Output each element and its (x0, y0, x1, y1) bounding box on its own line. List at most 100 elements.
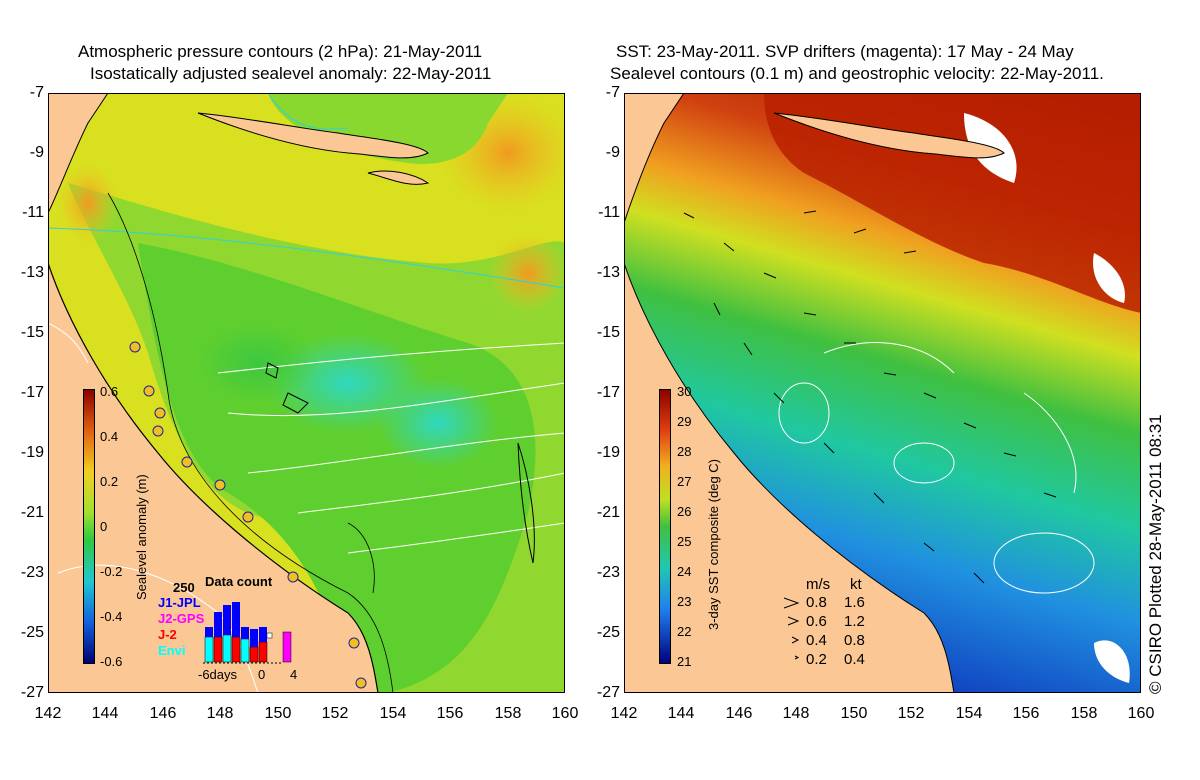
sla-cb-tick: -0.6 (100, 654, 123, 669)
left-y-tick: -25 (20, 624, 44, 641)
right-x-tick: 152 (897, 705, 925, 722)
left-x-tick: 160 (551, 705, 579, 722)
dc-bar (258, 641, 268, 663)
data-count-series-j1: J1-JPL (158, 595, 201, 610)
dc-bar (266, 632, 273, 639)
dc-bar (241, 627, 249, 639)
data-count-histogram (203, 602, 292, 664)
data-count-max: 250 (173, 580, 195, 595)
right-y-tick: -17 (596, 384, 620, 401)
velocity-row-kt: 1.2 (844, 613, 865, 630)
left-x-tick: 142 (34, 705, 62, 722)
sst-cb-tick: 24 (677, 564, 692, 579)
data-count-xlabel-start: -6days (198, 667, 238, 682)
left-x-tick: 144 (91, 705, 119, 722)
sst-map (624, 93, 1141, 693)
sst-cb-tick: 25 (677, 534, 692, 549)
right-y-tick: -19 (596, 444, 620, 461)
right-y-tick: -27 (596, 684, 620, 701)
left-y-tick: -19 (20, 444, 44, 461)
dc-bar (214, 612, 222, 637)
velocity-legend-header-ms: m/s (806, 576, 831, 593)
right-x-tick: 154 (955, 705, 983, 722)
dc-bar (205, 627, 213, 637)
left-y-tick: -27 (20, 684, 44, 701)
dc-bar (213, 636, 223, 663)
velocity-arrow-icon (794, 655, 800, 660)
data-count-xlabel-end: 4 (290, 667, 298, 682)
velocity-arrow-icon (787, 616, 800, 626)
right-x-tick: 142 (610, 705, 638, 722)
left-title-line2: Isostatically adjusted sealevel anomaly:… (90, 64, 492, 83)
left-y-tick: -9 (29, 144, 44, 161)
sst-cb-tick: 22 (677, 624, 692, 639)
left-y-tick: -11 (22, 204, 44, 221)
left-y-tick: -7 (29, 84, 44, 101)
sst-cb-tick: 26 (677, 504, 692, 519)
sst-colorbar-label: 3-day SST composite (deg C) (706, 459, 721, 630)
velocity-arrow-icon (783, 597, 800, 609)
velocity-arrow-icon (791, 636, 800, 644)
right-x-tick: 158 (1070, 705, 1098, 722)
velocity-row-kt: 1.6 (844, 594, 865, 611)
left-y-tick: -13 (20, 264, 44, 281)
left-x-tick: 158 (494, 705, 522, 722)
right-y-tick: -23 (596, 564, 620, 581)
right-title-line2: Sealevel contours (0.1 m) and geostrophi… (610, 64, 1104, 83)
dc-bar (282, 631, 292, 663)
left-x-tick: 148 (206, 705, 234, 722)
velocity-row-ms: 0.6 (806, 613, 827, 630)
dc-bar (223, 605, 231, 635)
sst-cb-tick: 28 (677, 444, 692, 459)
right-title-line1: SST: 23-May-2011. SVP drifters (magenta)… (616, 42, 1074, 61)
left-y-tick: -23 (20, 564, 44, 581)
credit-text: © CSIRO Plotted 28-May-2011 08:31 (1146, 414, 1165, 694)
velocity-row-kt: 0.4 (844, 651, 865, 668)
left-y-tick: -15 (20, 324, 44, 341)
dc-bar (259, 627, 267, 642)
data-count-xlabel-zero: 0 (258, 667, 266, 682)
left-x-tick: 150 (264, 705, 292, 722)
right-x-tick: 146 (725, 705, 753, 722)
right-x-tick: 150 (840, 705, 868, 722)
right-y-tick: -13 (596, 264, 620, 281)
left-x-tick: 154 (379, 705, 407, 722)
sla-cb-tick: 0 (100, 519, 108, 534)
left-x-tick: 156 (436, 705, 464, 722)
right-y-tick: -9 (605, 144, 620, 161)
right-y-tick: -25 (596, 624, 620, 641)
data-count-title: Data count (205, 574, 273, 589)
sla-colorbar (83, 389, 95, 664)
left-y-tick: -21 (20, 504, 44, 521)
sla-cb-tick: 0.6 (100, 384, 119, 399)
sst-cb-tick: 21 (677, 654, 692, 669)
sla-map (48, 93, 565, 693)
data-count-series-j2: J-2 (158, 627, 177, 642)
sla-colorbar-label: Sealevel anomaly (m) (134, 474, 149, 600)
left-x-tick: 152 (321, 705, 349, 722)
left-x-tick: 146 (149, 705, 177, 722)
sla-cb-tick: 0.2 (100, 474, 119, 489)
velocity-row-ms: 0.8 (806, 594, 827, 611)
sst-cb-tick: 23 (677, 594, 692, 609)
right-y-tick: -15 (596, 324, 620, 341)
left-title-line1: Atmospheric pressure contours (2 hPa): 2… (78, 42, 483, 61)
sla-cb-tick: 0.4 (100, 429, 119, 444)
dc-bar (231, 636, 241, 663)
dc-bar (249, 646, 259, 663)
dc-bar (222, 634, 232, 663)
right-x-tick: 144 (667, 705, 695, 722)
sst-cb-tick: 29 (677, 414, 692, 429)
velocity-row-ms: 0.4 (806, 632, 827, 649)
dc-bar (232, 602, 240, 637)
data-count-series-envi: Envi (158, 643, 186, 658)
sla-cb-tick: -0.2 (100, 564, 123, 579)
left-y-tick: -17 (20, 384, 44, 401)
sst-cb-tick: 30 (677, 384, 692, 399)
velocity-row-ms: 0.2 (806, 651, 827, 668)
sla-cb-tick: -0.4 (100, 609, 123, 624)
dc-bar (204, 636, 214, 663)
sst-cb-tick: 27 (677, 474, 692, 489)
right-x-tick: 156 (1012, 705, 1040, 722)
right-y-tick: -7 (605, 84, 620, 101)
